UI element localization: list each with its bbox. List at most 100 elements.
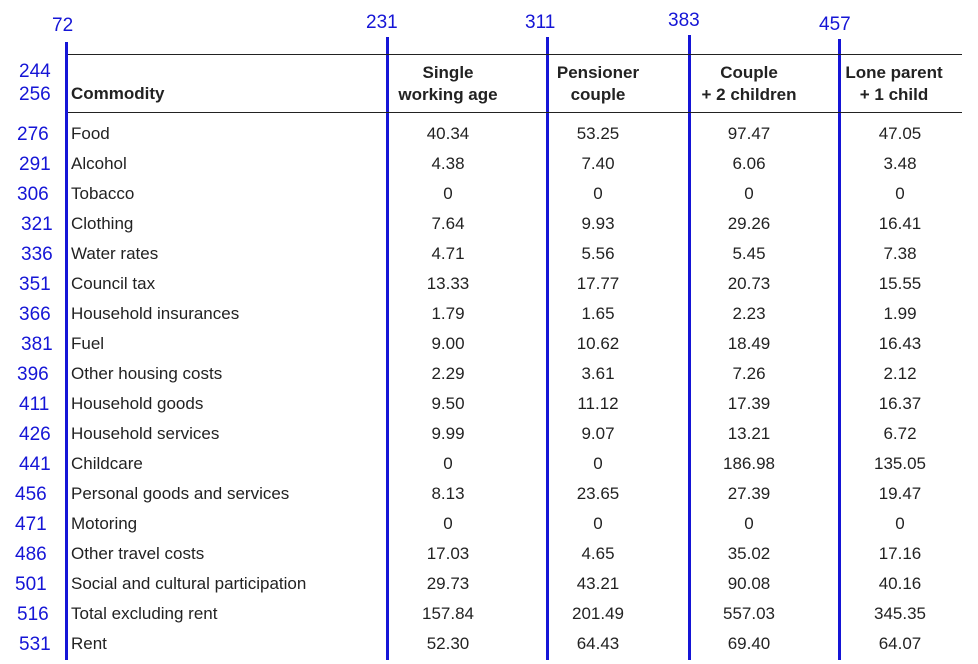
row-annotation-label: 256 bbox=[19, 84, 51, 105]
column-header-line: + 2 children bbox=[701, 85, 797, 104]
column-annotation-line bbox=[688, 35, 691, 660]
column-header-couple-2-children: Couple + 2 children bbox=[688, 62, 810, 106]
commodity-cell: Tobacco bbox=[71, 184, 135, 203]
value-cell: 64.43 bbox=[576, 634, 620, 653]
row-annotation-label: 396 bbox=[17, 364, 49, 385]
value-cell: 3.61 bbox=[581, 364, 615, 383]
commodity-cell: Rent bbox=[71, 634, 107, 653]
value-cell: 9.93 bbox=[581, 214, 615, 233]
commodity-cell: Household insurances bbox=[71, 304, 240, 323]
value-cell: 0 bbox=[593, 514, 603, 533]
value-cell: 157.84 bbox=[422, 604, 474, 623]
column-header-line: Single bbox=[422, 63, 474, 82]
value-cell: 6.06 bbox=[732, 154, 766, 173]
commodity-cell: Clothing bbox=[71, 214, 134, 233]
column-annotation-line bbox=[65, 42, 68, 660]
value-cell: 0 bbox=[593, 454, 603, 473]
value-cell: 97.47 bbox=[727, 124, 771, 143]
column-annotation-label: 311 bbox=[525, 12, 556, 33]
column-annotation-line bbox=[386, 37, 389, 660]
value-cell: 16.41 bbox=[878, 214, 922, 233]
row-annotation-label: 366 bbox=[19, 304, 51, 325]
row-annotation-label: 441 bbox=[19, 454, 51, 475]
value-cell: 13.33 bbox=[426, 274, 470, 293]
value-cell: 40.16 bbox=[878, 574, 922, 593]
value-cell: 0 bbox=[895, 514, 905, 533]
commodity-cell: Alcohol bbox=[71, 154, 127, 173]
value-cell: 9.99 bbox=[431, 424, 465, 443]
column-header-pensioner-couple: Pensioner couple bbox=[546, 62, 650, 106]
value-cell: 0 bbox=[744, 184, 754, 203]
column-header-line: Couple bbox=[720, 63, 778, 82]
value-cell: 69.40 bbox=[727, 634, 771, 653]
commodity-cell: Personal goods and services bbox=[71, 484, 290, 503]
value-cell: 15.55 bbox=[878, 274, 922, 293]
value-cell: 3.48 bbox=[883, 154, 917, 173]
value-cell: 4.71 bbox=[431, 244, 465, 263]
column-annotation-line bbox=[546, 37, 549, 660]
value-cell: 17.77 bbox=[576, 274, 620, 293]
value-cell: 201.49 bbox=[572, 604, 624, 623]
value-cell: 29.73 bbox=[426, 574, 470, 593]
value-cell: 2.12 bbox=[883, 364, 917, 383]
value-cell: 18.49 bbox=[727, 334, 771, 353]
value-cell: 17.16 bbox=[878, 544, 922, 563]
commodity-cell: Council tax bbox=[71, 274, 156, 293]
value-cell: 2.23 bbox=[732, 304, 766, 323]
row-annotation-label: 516 bbox=[17, 604, 49, 625]
value-cell: 7.64 bbox=[431, 214, 465, 233]
commodity-cell: Water rates bbox=[71, 244, 159, 263]
value-cell: 9.07 bbox=[581, 424, 615, 443]
value-cell: 0 bbox=[744, 514, 754, 533]
value-cell: 0 bbox=[593, 184, 603, 203]
commodity-cell: Household goods bbox=[71, 394, 204, 413]
value-cell: 35.02 bbox=[727, 544, 771, 563]
column-annotation-label: 231 bbox=[366, 12, 398, 33]
row-annotation-label: 306 bbox=[17, 184, 49, 205]
table-top-rule bbox=[68, 54, 962, 55]
column-header-lone-parent-1-child: Lone parent + 1 child bbox=[838, 62, 950, 106]
row-annotation-label: 501 bbox=[15, 574, 47, 595]
value-cell: 29.26 bbox=[727, 214, 771, 233]
value-cell: 0 bbox=[895, 184, 905, 203]
column-header-line: Pensioner bbox=[556, 63, 640, 82]
commodity-cell: Food bbox=[71, 124, 110, 143]
value-cell: 47.05 bbox=[878, 124, 922, 143]
value-cell: 186.98 bbox=[723, 454, 775, 473]
value-cell: 90.08 bbox=[727, 574, 771, 593]
commodity-cell: Other housing costs bbox=[71, 364, 223, 383]
value-cell: 13.21 bbox=[727, 424, 771, 443]
value-cell: 4.65 bbox=[581, 544, 615, 563]
value-cell: 23.65 bbox=[576, 484, 620, 503]
value-cell: 1.79 bbox=[431, 304, 465, 323]
row-annotation-label: 411 bbox=[19, 394, 50, 415]
column-header-single-working-age: Single working age bbox=[386, 62, 510, 106]
value-cell: 8.13 bbox=[431, 484, 465, 503]
commodity-cell: Household services bbox=[71, 424, 220, 443]
row-annotation-label: 471 bbox=[15, 514, 47, 535]
value-cell: 43.21 bbox=[576, 574, 620, 593]
value-cell: 64.07 bbox=[878, 634, 922, 653]
value-cell: 7.26 bbox=[732, 364, 766, 383]
value-cell: 6.72 bbox=[883, 424, 917, 443]
value-cell: 135.05 bbox=[874, 454, 926, 473]
value-cell: 0 bbox=[443, 184, 453, 203]
value-cell: 557.03 bbox=[723, 604, 775, 623]
value-cell: 9.50 bbox=[431, 394, 465, 413]
column-header-line: Lone parent bbox=[845, 63, 943, 82]
value-cell: 1.65 bbox=[581, 304, 615, 323]
value-cell: 16.37 bbox=[878, 394, 922, 413]
row-annotation-label: 244 bbox=[19, 61, 51, 82]
column-header-line: working age bbox=[398, 85, 498, 104]
column-annotation-label: 457 bbox=[819, 14, 851, 35]
value-cell: 5.45 bbox=[732, 244, 766, 263]
value-cell: 4.38 bbox=[431, 154, 465, 173]
commodity-cell: Social and cultural participation bbox=[71, 574, 307, 593]
value-cell: 19.47 bbox=[878, 484, 922, 503]
table-header-rule bbox=[68, 112, 962, 113]
column-annotation-line bbox=[838, 39, 841, 660]
value-cell: 52.30 bbox=[426, 634, 470, 653]
row-annotation-label: 336 bbox=[21, 244, 53, 265]
value-cell: 17.39 bbox=[727, 394, 771, 413]
value-cell: 1.99 bbox=[883, 304, 917, 323]
